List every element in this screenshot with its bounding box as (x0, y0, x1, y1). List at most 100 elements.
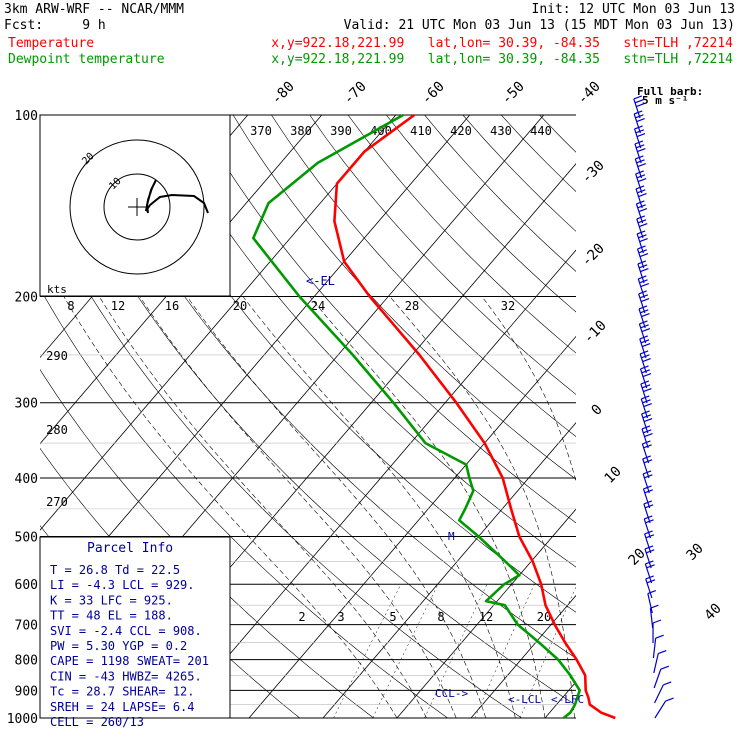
barb-legend: Full barb: 5 m s⁻¹ (637, 85, 703, 107)
mixing-ratio-line (372, 584, 439, 718)
wind-barb-flag (665, 697, 674, 702)
isotherm (40, 115, 323, 445)
moist-adiabat (481, 296, 576, 483)
wind-barb-flag (644, 515, 653, 520)
wind-barb-flag (641, 354, 650, 359)
wind-barb-flag (640, 380, 650, 385)
wind-barb (636, 233, 644, 254)
dewpoint-trace (252, 113, 582, 720)
wind-barb-flag (643, 500, 653, 505)
wind-barb-flag (638, 234, 647, 239)
parcel-info-panel: Parcel Info T = 26.8 Td = 22.5LI = -4.3 … (39, 536, 231, 729)
temperature-tick-label: -20 (579, 241, 608, 270)
temperature-tick-label: -80 (269, 79, 298, 108)
barb-legend-line1: Full barb: (637, 85, 703, 98)
wind-barb-flag (660, 665, 669, 670)
wind-barb-flag (638, 264, 648, 269)
wind-barb-flag (642, 343, 651, 348)
wind-barb-flag (652, 619, 662, 624)
wind-barb-flag (635, 155, 644, 160)
wind-barb (641, 428, 649, 449)
mixing-ratio-label: 5 (389, 610, 396, 624)
valid-time: Valid: 21 UTC Mon 03 Jun 13 (15 MDT Mon … (344, 18, 735, 33)
hodograph-trace (145, 179, 209, 214)
dry-adiabat (117, 115, 576, 613)
wind-barb-flag (642, 440, 651, 445)
wind-barb-flag (645, 560, 654, 565)
init-time: Init: 12 UTC Mon 03 Jun 13 (532, 2, 736, 17)
theta-label: 420 (450, 124, 472, 138)
dry-adiabat (40, 287, 449, 718)
dry-adiabat (309, 115, 576, 395)
wind-barb-flag (634, 125, 643, 130)
wind-barb-flag (642, 373, 652, 378)
wind-barb-flag (640, 268, 649, 273)
wind-barb-flag (635, 114, 644, 119)
wind-barb-flag (641, 328, 651, 333)
wind-barb (640, 383, 648, 404)
wind-barb (639, 353, 647, 374)
wind-barb (654, 700, 667, 719)
wind-barb (643, 503, 651, 524)
wind-barb-flag (663, 681, 672, 686)
mixing-ratio-label: 2 (298, 610, 305, 624)
isotherm (174, 249, 576, 718)
wind-barb (633, 113, 641, 134)
mixing-ratio-label: 32 (501, 299, 515, 313)
wind-barb (638, 293, 646, 314)
forecast-hour: Fcst: 9 h (4, 18, 106, 33)
mixing-ratio-label: 20 (537, 610, 551, 624)
lfc-marker: <-LFC (551, 693, 584, 706)
parcel-info-row: LI = -4.3 LCL = 929. (50, 578, 195, 592)
wind-barb (635, 203, 644, 224)
wind-barb-flag (642, 470, 652, 475)
wind-barb (637, 263, 645, 284)
parcel-info-row: T = 26.8 Td = 22.5 (50, 563, 180, 577)
wind-barb-flag (640, 309, 649, 314)
wind-barb-flag (636, 118, 645, 123)
mixing-ratio-label: 8 (67, 299, 74, 313)
wind-barb-flag (636, 215, 646, 220)
wind-barb (643, 518, 652, 539)
moist-adiabat (186, 296, 487, 718)
isotherm (40, 115, 471, 618)
wind-barb (644, 548, 652, 569)
wind-barb-flag (644, 504, 654, 509)
parcel-info-row: CIN = -43 HWBZ= 4265. (50, 669, 202, 683)
wind-barb-flag (641, 384, 651, 389)
wind-barb-flag (639, 335, 648, 340)
wind-barb (645, 578, 653, 599)
wind-barb-flag (639, 320, 648, 325)
wind-barb (638, 323, 647, 344)
barb-legend-line2: 5 m s⁻¹ (642, 94, 688, 107)
wind-barb-flag (638, 290, 647, 295)
dry-adiabat (654, 115, 740, 731)
dewpoint-legend-label: Dewpoint temperature (8, 52, 165, 67)
isotherm (248, 335, 576, 718)
wind-barb (637, 278, 646, 299)
wind-barb-flag (641, 313, 650, 318)
theta-label-left: 270 (46, 495, 68, 509)
wind-barb (644, 563, 653, 584)
dry-adiabat (616, 115, 740, 731)
mixing-ratio-label: 12 (111, 299, 125, 313)
mixing-ratio-label: 3 (337, 610, 344, 624)
temperature-tick-label: 0 (589, 402, 606, 419)
pressure-tick-labels: 1000 900 800 700 600 500 400 300 200 100 (7, 109, 38, 727)
wind-barb (639, 338, 647, 359)
wind-barb-flag (637, 219, 647, 224)
wind-barb-flag (633, 110, 643, 115)
dry-adiabat (79, 115, 576, 659)
wind-barb-flag (639, 294, 649, 299)
parcel-info-row: K = 33 LFC = 925. (50, 593, 173, 607)
wind-barb (635, 188, 643, 209)
wind-barb (653, 653, 659, 674)
wind-barb (649, 608, 654, 629)
wind-barb-flag (646, 549, 655, 554)
hodograph-ring-inner (103, 173, 171, 241)
wind-barb-flag (636, 133, 646, 138)
wind-barb-flag (636, 174, 646, 179)
parcel-info-row: CAPE = 1198 SWEAT= 201 (50, 654, 209, 668)
temperature-tick-label: -50 (499, 79, 528, 108)
parcel-info-row: TT = 48 EL = 188. (50, 609, 173, 623)
